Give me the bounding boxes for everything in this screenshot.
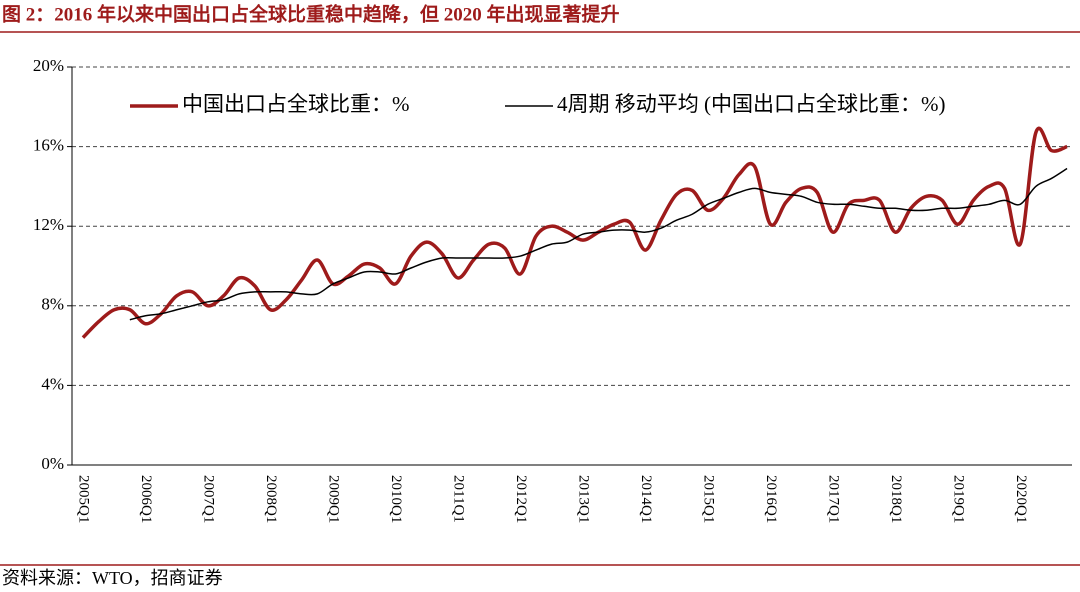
y-tick-label: 16%: [33, 136, 64, 155]
y-tick-label: 8%: [41, 295, 64, 314]
x-tick-label: 2015Q1: [700, 475, 716, 523]
x-tick-label: 2013Q1: [575, 475, 591, 523]
x-tick-label: 2006Q1: [138, 475, 154, 523]
x-tick-label: 2005Q1: [76, 475, 92, 523]
y-tick-label: 0%: [41, 454, 64, 473]
x-tick-label: 2020Q1: [1013, 475, 1029, 523]
y-tick-label: 20%: [33, 56, 64, 75]
x-tick-label: 2008Q1: [263, 475, 279, 523]
line-series: [129, 167, 1068, 321]
x-tick-label: 2019Q1: [950, 475, 966, 523]
x-tick-label: 2014Q1: [638, 475, 654, 523]
legend-label: 中国出口占全球比重：%: [182, 92, 410, 116]
x-tick-label: 2016Q1: [763, 475, 779, 523]
y-tick-label: 4%: [41, 374, 64, 393]
x-tick-label: 2007Q1: [201, 475, 217, 523]
source: 资料来源：WTO，招商证券: [2, 568, 223, 588]
y-tick-label: 12%: [33, 215, 64, 234]
x-tick-label: 2018Q1: [888, 475, 904, 523]
x-tick-label: 2012Q1: [513, 475, 529, 523]
x-tick-label: 2017Q1: [825, 475, 841, 523]
legend-label: 4周期 移动平均 (中国出口占全球比重：%): [557, 92, 945, 116]
x-tick-label: 2010Q1: [388, 475, 404, 523]
x-tick-label: 2009Q1: [325, 475, 341, 523]
chart-title: 图 2：2016 年以来中国出口占全球比重稳中趋降，但 2020 年出现显著提升: [2, 2, 620, 25]
x-tick-label: 2011Q1: [450, 475, 466, 523]
